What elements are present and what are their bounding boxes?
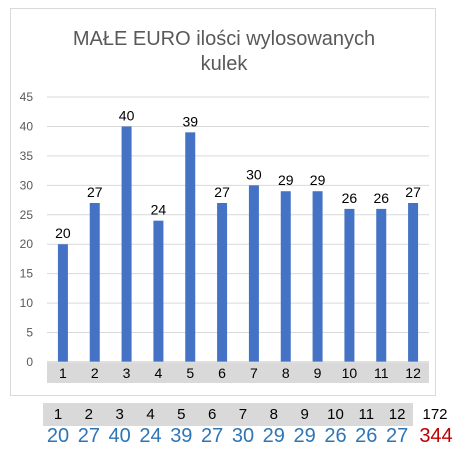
summary-category-cell: 2 xyxy=(84,406,93,423)
y-tick-label: 10 xyxy=(20,296,34,310)
bar xyxy=(57,244,68,362)
summary-category-row xyxy=(43,403,413,426)
data-label: 39 xyxy=(182,113,198,129)
y-tick-label: 30 xyxy=(20,178,34,192)
summary-category-cell: 5 xyxy=(177,406,186,423)
bar-chart: 0 5 10 15 20 25 30 35 40 45 20 1 27 2 40 3 24 4 39 5 27 6 30 7 2… xyxy=(20,90,429,383)
summary-value-cell: 40 xyxy=(108,425,131,447)
x-tick-label: 6 xyxy=(218,365,226,381)
y-tick-label: 5 xyxy=(26,326,33,340)
x-tick-label: 8 xyxy=(282,365,290,381)
bar xyxy=(217,203,228,362)
summary-value-cell: 26 xyxy=(355,425,378,447)
x-tick-label: 1 xyxy=(59,365,67,381)
y-tick-label: 15 xyxy=(20,267,34,281)
data-label: 24 xyxy=(151,202,167,218)
chart-title: MAŁE EURO ilości wylosowanych kulek xyxy=(72,28,376,75)
data-label: 27 xyxy=(405,184,421,200)
summary-value-cell: 39 xyxy=(170,425,193,447)
y-tick-label: 25 xyxy=(20,208,34,222)
x-tick-label: 2 xyxy=(91,365,99,381)
bar xyxy=(408,203,419,362)
x-tick-label: 12 xyxy=(405,365,421,381)
chart-area: MAŁE EURO ilości wylosowanych kulek 0 5 10… xyxy=(10,8,436,396)
summary-value-cell: 27 xyxy=(201,425,224,447)
x-tick-label: 9 xyxy=(314,365,322,381)
y-tick-label: 0 xyxy=(26,355,33,369)
summary-value-cell: 29 xyxy=(262,425,285,447)
y-tick-label: 40 xyxy=(20,119,34,133)
summary-value-cell: 26 xyxy=(324,425,347,447)
x-tick-label: 10 xyxy=(342,365,358,381)
x-tick-label: 5 xyxy=(186,365,194,381)
data-label: 27 xyxy=(214,184,230,200)
data-label: 29 xyxy=(278,172,294,188)
y-tick-label: 20 xyxy=(20,237,34,251)
summary-category-cell: 9 xyxy=(300,406,309,423)
bar xyxy=(344,208,355,362)
summary-category-cell: 10 xyxy=(327,406,344,423)
bar xyxy=(153,220,164,362)
data-label: 27 xyxy=(87,184,103,200)
data-label: 29 xyxy=(310,172,326,188)
summary-category-cell: 6 xyxy=(207,406,217,423)
bar xyxy=(376,208,387,362)
summary-category-cell: 12 xyxy=(388,406,406,423)
bar xyxy=(280,191,291,362)
summary-value-cell: 20 xyxy=(46,425,70,447)
y-tick-label: 45 xyxy=(20,90,34,104)
summary-value-cell: 24 xyxy=(139,425,162,447)
summary-category-cell: 3 xyxy=(115,406,124,423)
summary-value-cell: 27 xyxy=(77,425,100,447)
data-label: 40 xyxy=(119,107,135,123)
summary-value-cell: 30 xyxy=(231,425,255,447)
data-label: 30 xyxy=(246,166,262,182)
bar xyxy=(185,132,196,362)
summary-category-cell: 11 xyxy=(358,406,375,423)
x-axis-band xyxy=(47,363,429,383)
summary-category-cell: 8 xyxy=(269,406,278,423)
x-tick-label: 11 xyxy=(374,365,389,381)
data-label: 26 xyxy=(373,190,389,206)
summary-value-cell: 27 xyxy=(386,425,409,447)
summary-category-total: 172 xyxy=(422,406,448,423)
summary-category-cell: 7 xyxy=(238,406,248,423)
summary-category-cell: 4 xyxy=(146,406,155,423)
x-tick-label: 7 xyxy=(250,365,258,381)
bar xyxy=(121,126,132,362)
summary-category-cell: 1 xyxy=(53,406,63,423)
data-label: 20 xyxy=(55,225,71,241)
summary-value-total: 344 xyxy=(419,425,453,447)
bar xyxy=(89,203,100,362)
x-tick-label: 3 xyxy=(123,365,131,381)
y-tick-label: 35 xyxy=(20,149,34,163)
data-label: 26 xyxy=(342,190,358,206)
summary-value-cell: 29 xyxy=(293,425,316,447)
bar xyxy=(312,191,323,362)
bar xyxy=(248,185,259,362)
x-tick-label: 4 xyxy=(155,365,163,381)
